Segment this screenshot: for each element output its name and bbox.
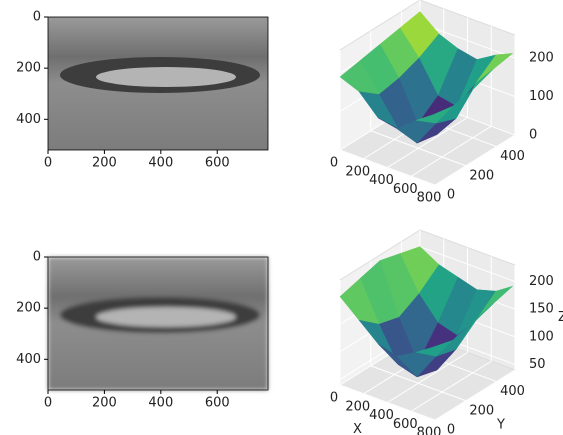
pothole <box>96 307 236 327</box>
x-tick-label: 600 <box>205 156 230 171</box>
x-tick-label: 400 <box>369 173 394 188</box>
z-tick-label: 200 <box>529 274 554 289</box>
grid-line <box>339 50 436 186</box>
x-tick-label: 200 <box>345 164 370 179</box>
x-tick-label: 400 <box>369 408 394 423</box>
y-tick-label: 200 <box>16 301 41 316</box>
x-axis-label: X <box>353 422 362 435</box>
y-tick-label: 200 <box>469 403 494 418</box>
x-tick-label: 0 <box>44 396 52 411</box>
grid-line <box>387 17 468 168</box>
surface-patch <box>415 106 453 124</box>
x-tick-label: 0 <box>44 156 52 171</box>
x-tick-label: 600 <box>205 396 230 411</box>
surface-patch <box>415 340 453 357</box>
grid-line <box>434 265 516 421</box>
grid-line <box>387 247 468 403</box>
grid-line <box>434 35 516 186</box>
image <box>48 257 268 390</box>
x-tick-label: 800 <box>417 191 442 206</box>
y-tick-label: 400 <box>16 112 41 127</box>
x-tick-label: 200 <box>92 396 117 411</box>
y-tick-label: 400 <box>16 352 41 367</box>
y-tick-label: 200 <box>16 61 41 76</box>
x-tick-label: 200 <box>345 399 370 414</box>
z-tick-label: 200 <box>529 51 554 66</box>
y-tick-label: 200 <box>469 168 494 183</box>
y-axis-label: Y <box>496 418 505 433</box>
y-tick-label: 400 <box>500 384 525 399</box>
x-tick-label: 600 <box>393 182 418 197</box>
y-tick-label: 0 <box>33 10 41 25</box>
image <box>48 17 268 150</box>
z-axis-label: Z <box>558 310 563 325</box>
x-tick-label: 0 <box>330 391 338 406</box>
z-tick-label: 150 <box>529 302 554 317</box>
pothole <box>96 67 236 87</box>
x-tick-label: 200 <box>92 156 117 171</box>
y-tick-label: 0 <box>447 188 455 203</box>
y-tick-label: 0 <box>447 423 455 435</box>
x-tick-label: 600 <box>393 417 418 432</box>
x-tick-label: 0 <box>330 156 338 171</box>
z-tick-label: 100 <box>529 89 554 104</box>
image-frame <box>47 16 269 151</box>
z-tick-label: 0 <box>529 128 537 143</box>
image-frame <box>47 256 269 391</box>
y-tick-label: 0 <box>33 250 41 265</box>
x-tick-label: 800 <box>417 426 442 435</box>
x-tick-label: 400 <box>148 156 173 171</box>
grid-line <box>339 280 436 421</box>
x-tick-label: 400 <box>148 396 173 411</box>
y-tick-label: 400 <box>500 149 525 164</box>
z-tick-label: 100 <box>529 329 554 344</box>
z-tick-label: 50 <box>529 357 546 372</box>
